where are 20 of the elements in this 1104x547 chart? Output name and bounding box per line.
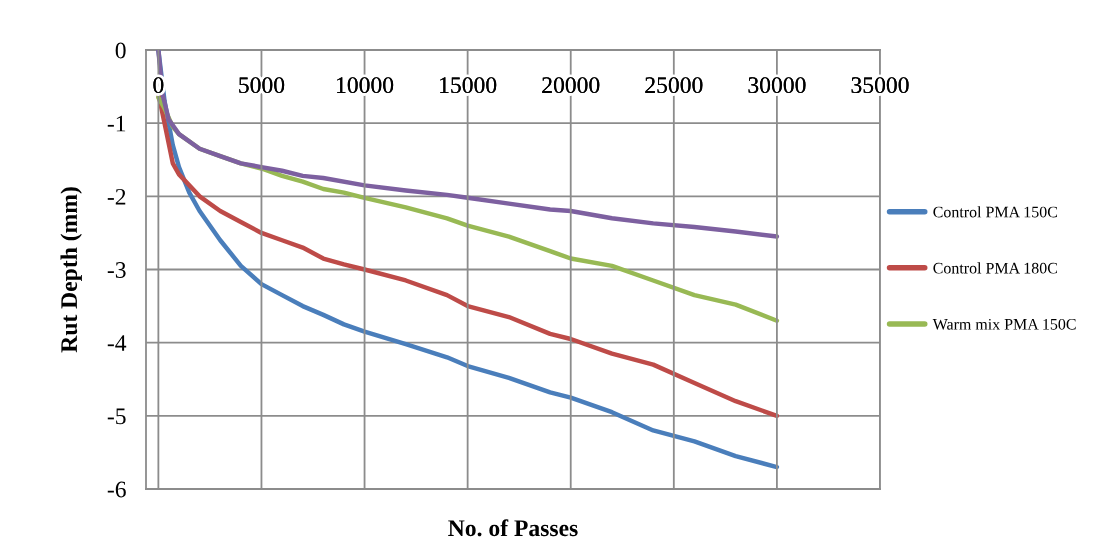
x-tick-label: 25000: [645, 77, 703, 94]
y-tick-label: -4: [107, 335, 127, 351]
y-axis-title: Rut Depth (mm): [60, 187, 82, 353]
x-tick-label: 15000: [440, 77, 497, 94]
x-tick-label: 30000: [748, 77, 806, 94]
x-axis-title: No. of Passes: [448, 519, 578, 537]
y-tick-label: -6: [107, 481, 126, 498]
y-tick-label: -5: [107, 408, 126, 425]
y-tick-label: 0: [115, 42, 126, 59]
y-tick-label: -3: [107, 262, 126, 278]
x-tick-label: 20000: [542, 77, 600, 94]
legend-label: Control PMA 180C: [933, 262, 1057, 274]
legend-label: Control PMA 150C: [933, 206, 1057, 218]
x-tick-label: 35000: [851, 77, 909, 94]
legend-label: Warm mix PMA 150C: [932, 318, 1076, 330]
x-tick-label: 5000: [239, 77, 285, 94]
y-tick-label: -2: [107, 188, 126, 205]
x-tick-label: 0: [153, 77, 164, 94]
x-tick-label: 10000: [337, 77, 394, 94]
y-tick-label: -1: [107, 115, 126, 132]
